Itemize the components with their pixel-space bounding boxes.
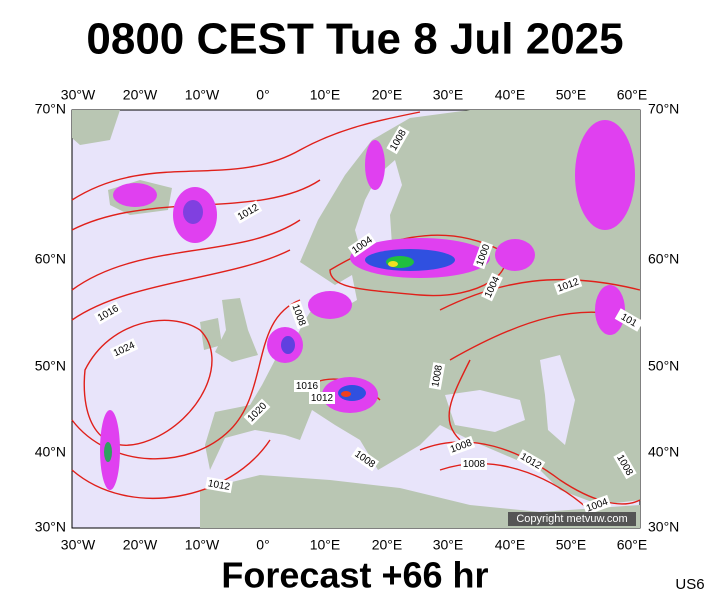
latitude-label: 60°N [648,251,679,267]
isobar-label-box [347,232,377,258]
land-greenland [72,110,120,145]
copyright: Copyright metvuw.com [516,513,627,525]
isobar-label-box [309,392,335,404]
latitude-label: 40°N [35,444,66,460]
isobar-label-box [205,476,233,494]
isobar-label-box [553,274,583,296]
isobar-label: 1012 [205,476,233,494]
isobar-label-box [288,300,310,330]
isobar-label-box [233,200,263,224]
latitude-label: 30°N [35,519,66,535]
isobar-label-box [481,272,503,302]
longitude-label: 0° [256,537,269,553]
isobar-label: 1008 [461,458,487,470]
isobar-label-box [446,435,476,457]
longitude-label: 40°E [495,87,526,103]
longitude-label: 50°E [556,87,587,103]
isobar-label-box [109,338,139,360]
isobar-label-text: 1016 [296,381,319,392]
isobar-label: 1016 [294,380,320,392]
longitude-label: 60°E [617,537,648,553]
latitude-label: 50°N [35,358,66,374]
longitude-label: 10°W [185,537,220,553]
isobar-label-box [472,240,494,270]
isobar-label-box [428,362,446,390]
isobar-label-box [582,494,612,516]
isobar-label-box [516,449,546,473]
latitude-label: 50°N [648,358,679,374]
longitude-label: 30°E [433,537,464,553]
land-ireland [200,318,222,350]
longitude-label: 20°W [123,537,158,553]
isobar-label-text: 1008 [463,459,486,470]
longitude-label: 10°W [185,87,220,103]
isobar-label-box [243,398,271,426]
isobar-label: 1012 [309,392,335,404]
land-britain [215,298,258,362]
longitude-label: 30°W [61,537,96,553]
longitude-label: 20°E [372,87,403,103]
longitude-label: 20°E [372,537,403,553]
isobar-label-box [386,125,410,155]
precipitation [100,120,635,490]
isobar-label-box [93,301,123,325]
isobar-label-box [461,458,487,470]
longitude-label: 40°E [495,537,526,553]
latitude-label: 70°N [35,101,66,117]
isobar-label-text: 1012 [207,478,231,493]
longitude-label: 30°E [433,87,464,103]
isobar-label-box [294,380,320,392]
caspian-sea [540,355,575,445]
code: US6 [675,576,704,593]
latitude-label: 70°N [648,101,679,117]
longitude-label: 20°W [123,87,158,103]
footer: Forecast +66 hr [221,555,488,596]
longitude-label: 30°W [61,87,96,103]
longitude-label: 10°E [310,537,341,553]
latitude-label: 40°N [648,444,679,460]
title: 0800 CEST Tue 8 Jul 2025 [86,15,623,64]
isobar-label-box [350,446,380,472]
isobar-label-text: 1008 [430,364,445,388]
axis-labels: 30°W 30°W 20°W 20°W 10°W 10°W 0° 0° 10°E 10°E 20°E… [35,87,680,553]
longitude-label: 50°E [556,537,587,553]
longitude-label: 60°E [617,87,648,103]
isobar-label: 1008 [428,362,446,390]
isobar-label-text: 1012 [311,393,334,404]
isobar-label-box [614,308,644,332]
longitude-label: 0° [256,87,269,103]
black-sea [445,390,525,432]
longitude-label: 10°E [310,87,341,103]
latitude-label: 30°N [648,519,679,535]
copyright-box [508,512,636,526]
land-europe [205,110,640,505]
isobar-label-box [613,450,637,480]
latitude-label: 60°N [35,251,66,267]
